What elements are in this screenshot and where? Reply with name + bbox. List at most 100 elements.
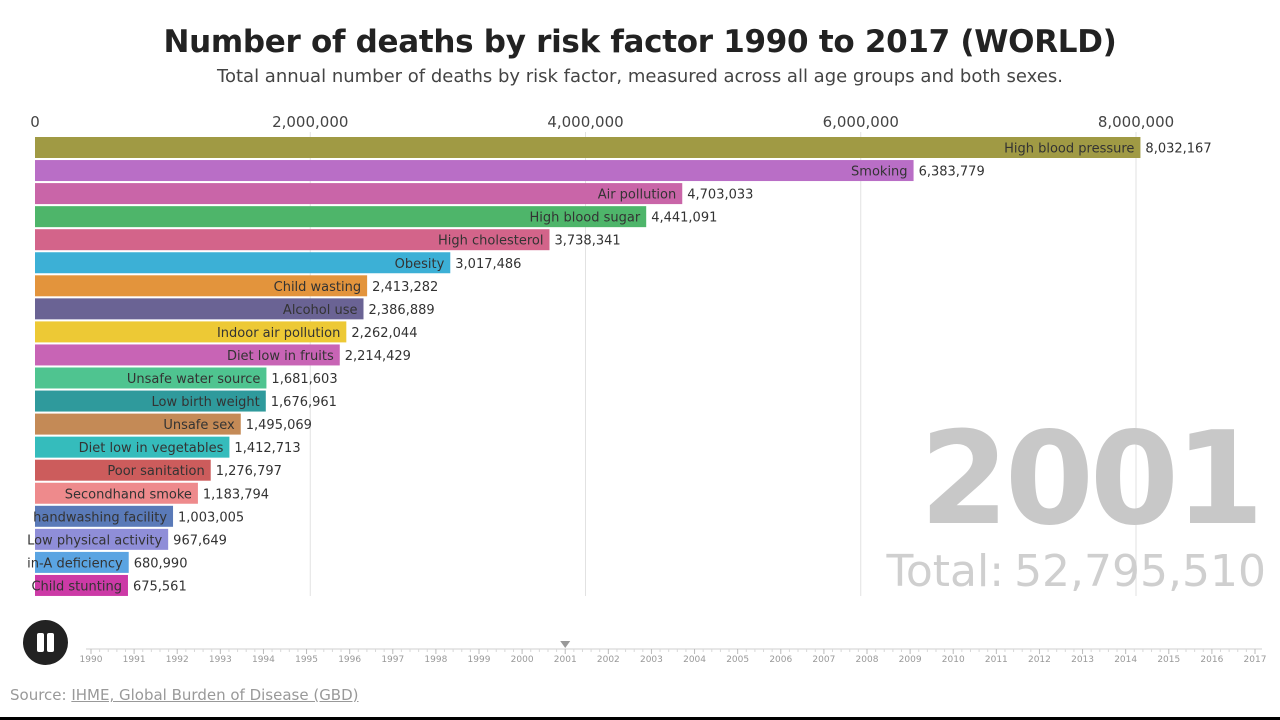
x-tick-label: 2,000,000: [272, 113, 348, 131]
timeline-year-label[interactable]: 1990: [80, 655, 103, 665]
timeline-year-label[interactable]: 2014: [1114, 655, 1137, 665]
total-label: Total:: [886, 546, 1005, 597]
timeline-year-label[interactable]: 2010: [942, 655, 965, 665]
timeline-year-label[interactable]: 1995: [295, 655, 318, 665]
timeline-year-label[interactable]: 2009: [899, 655, 922, 665]
bar: [35, 459, 211, 481]
pause-button[interactable]: [23, 620, 68, 665]
bar: [35, 367, 267, 389]
bar-category-label: Child stunting: [31, 579, 121, 594]
bar-category-label: High blood pressure: [1004, 142, 1134, 157]
bar: [35, 413, 241, 435]
page-subtitle: Total annual number of deaths by risk fa…: [217, 66, 1063, 87]
bar-value-label: 3,017,486: [455, 257, 521, 272]
timeline-year-label[interactable]: 1991: [123, 655, 146, 665]
bar-category-label: Smoking: [851, 165, 908, 180]
bar-category-label: Low physical activity: [27, 533, 162, 548]
timeline-year-label[interactable]: 2016: [1200, 655, 1223, 665]
pause-icon: [37, 633, 44, 652]
bar: [35, 183, 683, 205]
bar-value-label: 1,412,713: [234, 441, 300, 456]
x-tick-label: 6,000,000: [823, 113, 899, 131]
timeline-year-label[interactable]: 2007: [812, 655, 835, 665]
bar-category-label: High cholesterol: [438, 234, 543, 249]
timeline-year-label[interactable]: 1994: [252, 655, 275, 665]
bar-category-label: Secondhand smoke: [65, 487, 192, 502]
bar-value-label: 1,495,069: [246, 418, 312, 433]
current-year-display: 2001: [919, 405, 1264, 554]
timeline-year-label[interactable]: 1998: [424, 655, 447, 665]
bar-value-label: 2,413,282: [372, 280, 438, 295]
bar-category-label: Indoor air pollution: [217, 326, 340, 341]
bar-category-label: Low birth weight: [152, 395, 260, 410]
bar: [35, 321, 347, 343]
x-tick-label: 4,000,000: [547, 113, 623, 131]
bar-category-label: Obesity: [395, 257, 445, 272]
bar: [35, 344, 340, 366]
bar-category-label: Diet low in fruits: [227, 349, 334, 364]
bar-category-label: Unsafe sex: [163, 418, 235, 433]
bar: [35, 551, 129, 573]
bar: [35, 436, 230, 458]
timeline-slider[interactable]: 1990 1991 1992 1993 1994 1995 1996 1997 1998 1999…: [0, 0, 1280, 680]
bar-category-label: Air pollution: [598, 188, 677, 203]
bar-value-label: 675,561: [133, 579, 187, 594]
timeline-year-label[interactable]: 1993: [209, 655, 232, 665]
bar-value-label: 8,032,167: [1145, 142, 1211, 157]
timeline-year-label[interactable]: 2017: [1244, 655, 1267, 665]
bar-value-label: 6,383,779: [919, 165, 985, 180]
bar-category-label: Child wasting: [274, 280, 362, 295]
timeline-year-label[interactable]: 2000: [511, 655, 534, 665]
bar: [35, 298, 364, 320]
pause-icon-bar: [47, 633, 54, 652]
timeline-year-label[interactable]: 2013: [1071, 655, 1094, 665]
x-tick-label: 8,000,000: [1098, 113, 1174, 131]
bar: [35, 505, 174, 527]
bar: [35, 137, 1141, 158]
bar-value-label: 2,262,044: [351, 326, 417, 341]
timeline-year-label[interactable]: 2008: [856, 655, 879, 665]
bar: [35, 229, 550, 251]
bar-value-label: 4,703,033: [687, 188, 753, 203]
timeline-year-label[interactable]: 2006: [769, 655, 792, 665]
timeline-year-label[interactable]: 2003: [640, 655, 663, 665]
bar-category-label: High blood sugar: [529, 211, 640, 226]
source-link[interactable]: IHME, Global Burden of Disease (GBD): [71, 686, 359, 704]
timeline-year-label[interactable]: 2012: [1028, 655, 1051, 665]
bar: [35, 206, 647, 228]
bar-category-label: Alcohol use: [283, 303, 358, 318]
page-title: Number of deaths by risk factor 1990 to …: [163, 24, 1117, 60]
x-tick-label: 0: [30, 113, 40, 131]
timeline-year-label[interactable]: 1996: [338, 655, 361, 665]
total-display: Total: 52,795,510: [886, 546, 1266, 597]
timeline-year-label[interactable]: 2001: [554, 655, 577, 665]
bar: [35, 390, 266, 412]
bar-value-label: 2,386,889: [368, 303, 434, 318]
bar: [35, 574, 128, 596]
bar-category-label: Diet low in vegetables: [79, 441, 224, 456]
timeline-year-label[interactable]: 2015: [1157, 655, 1180, 665]
bar-category-label: in-A deficiency: [27, 556, 123, 571]
bar-value-label: 1,681,603: [271, 372, 337, 387]
bar-value-label: 1,003,005: [178, 510, 244, 525]
bar-value-label: 967,649: [173, 533, 227, 548]
timeline-year-label[interactable]: 1992: [166, 655, 189, 665]
bar: [35, 482, 198, 504]
bar-category-label: handwashing facility: [33, 510, 167, 525]
bar-value-label: 680,990: [134, 556, 188, 571]
timeline-year-label[interactable]: 1997: [381, 655, 404, 665]
timeline-year-label[interactable]: 2002: [597, 655, 620, 665]
timeline-year-label[interactable]: 2004: [683, 655, 706, 665]
timeline-year-label[interactable]: 1999: [468, 655, 491, 665]
timeline-year-label[interactable]: 2011: [985, 655, 1008, 665]
bar-category-label: Unsafe water source: [127, 372, 261, 387]
source-prefix: Source:: [10, 686, 72, 704]
bar-value-label: 4,441,091: [651, 211, 717, 226]
bar: [35, 528, 169, 550]
bar-category-label: Poor sanitation: [107, 464, 204, 479]
source-note: Source: IHME, Global Burden of Disease (…: [10, 686, 359, 704]
timeline-handle-icon[interactable]: [560, 641, 571, 648]
timeline-year-label[interactable]: 2005: [726, 655, 749, 665]
bar-value-label: 1,183,794: [203, 487, 269, 502]
